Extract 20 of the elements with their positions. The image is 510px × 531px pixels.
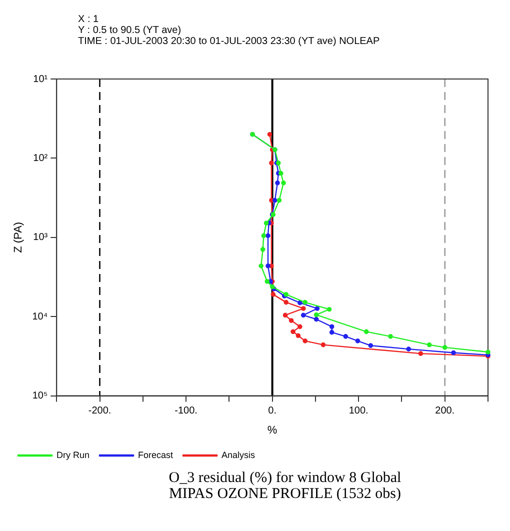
- x-tick-label: -100.: [174, 406, 198, 417]
- x-tick-label: 100.: [348, 406, 368, 417]
- text: MIPAS OZONE PROFILE (1532 obs): [168, 486, 402, 502]
- text: Y : 0.5 to 90.5 (YT ave): [78, 25, 182, 36]
- legend-label: Analysis: [222, 450, 256, 460]
- x-tick-label: -200.: [88, 406, 112, 417]
- legend-label: Forecast: [138, 450, 174, 460]
- text: O_3 residual (%) for window 8 Global: [168, 470, 402, 486]
- x-tick-label: 0.: [268, 406, 276, 417]
- y-axis-title: Z (PA): [12, 222, 25, 253]
- y-tick-label: 10³: [33, 232, 48, 244]
- x-axis-title: %: [267, 424, 278, 436]
- text: TIME : 01-JUL-2003 20:30 to 01-JUL-2003 23:30 (YT ave) NOLEAP: [78, 36, 381, 47]
- x-tick-label: 200.: [435, 406, 455, 417]
- legend-label: Dry Run: [56, 450, 90, 460]
- y-tick-label: 10⁵: [32, 390, 48, 402]
- y-tick-label: 10⁴: [32, 311, 48, 322]
- text: X : 1: [78, 14, 100, 25]
- y-tick-label: 10²: [33, 152, 48, 164]
- y-tick-label: 10¹: [33, 74, 48, 85]
